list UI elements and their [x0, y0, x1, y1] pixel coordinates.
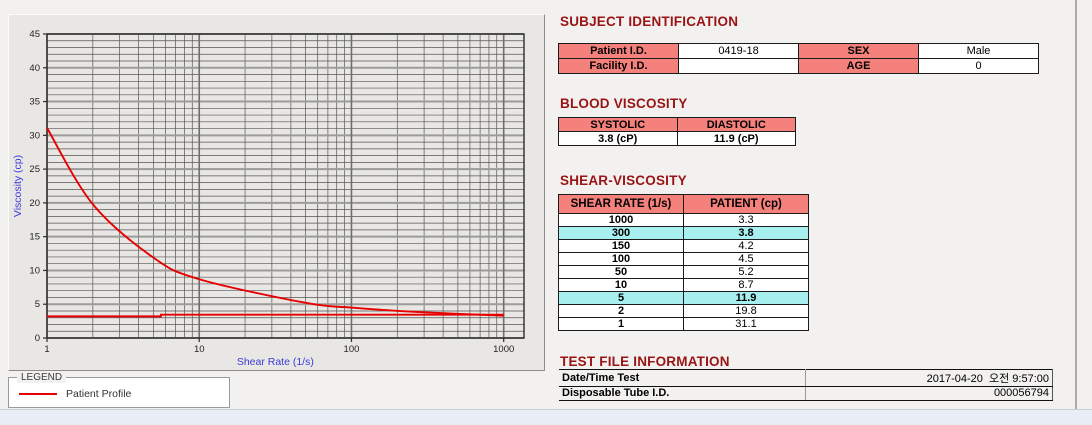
svg-text:Shear Rate (1/s): Shear Rate (1/s)	[237, 356, 314, 368]
value-cell: 11.9 (cP)	[676, 131, 796, 146]
patient-viscosity-cell: 31.1	[683, 317, 809, 331]
svg-text:1000: 1000	[493, 344, 514, 355]
svg-text:100: 100	[344, 344, 360, 355]
field-value-cell	[678, 58, 799, 74]
patient-viscosity-cell: 3.8	[683, 226, 809, 240]
shear-rate-cell: 50	[558, 265, 684, 279]
svg-text:45: 45	[29, 29, 40, 40]
field-label-cell: Disposable Tube I.D.	[559, 386, 807, 401]
shear-viscosity-title: SHEAR-VISCOSITY	[560, 173, 687, 188]
svg-text:30: 30	[29, 130, 40, 141]
test-file-information-title: TEST FILE INFORMATION	[560, 354, 730, 369]
svg-text:1: 1	[44, 344, 49, 355]
field-label-cell: Patient I.D.	[558, 43, 679, 59]
field-value-cell: 0	[918, 58, 1039, 74]
shear-rate-cell: 100	[558, 252, 684, 266]
field-label-cell: Facility I.D.	[558, 58, 679, 74]
subject-row: Patient I.D. 0419-18 SEX Male	[558, 43, 1039, 59]
testfile-row: Date/Time Test 2017-04-20 오전 9:57:00	[559, 369, 1053, 387]
subject-identification-table: Patient I.D. 0419-18 SEX Male Facility I.D. A…	[558, 43, 1039, 74]
patient-viscosity-cell: 3.3	[683, 213, 809, 227]
shear-rate-cell: 5	[558, 291, 684, 305]
shear-row: 10 8.7	[558, 278, 809, 292]
shear-rate-cell: 300	[558, 226, 684, 240]
patient-viscosity-cell: 4.2	[683, 239, 809, 253]
shear-rate-cell: 2	[558, 304, 684, 318]
test-file-information-table: Date/Time Test 2017-04-20 오전 9:57:00 Dispo…	[559, 369, 1053, 401]
field-label-cell: AGE	[798, 58, 919, 74]
svg-text:15: 15	[29, 232, 40, 243]
shear-row: 2 19.8	[558, 304, 809, 318]
field-value-cell: 0419-18	[678, 43, 799, 59]
patient-viscosity-cell: 11.9	[683, 291, 809, 305]
field-label-cell: Date/Time Test	[559, 369, 807, 387]
svg-text:25: 25	[29, 164, 40, 175]
patient-profile-line-swatch	[19, 393, 57, 395]
shear-row: 1000 3.3	[558, 213, 809, 227]
column-header-cell: SHEAR RATE (1/s)	[558, 194, 684, 214]
shear-row: 300 3.8	[558, 226, 809, 240]
patient-viscosity-cell: 4.5	[683, 252, 809, 266]
testfile-row: Disposable Tube I.D. 000056794	[559, 386, 1053, 401]
svg-text:5: 5	[35, 299, 40, 310]
column-header-cell: PATIENT (cp)	[683, 194, 809, 214]
field-value-cell: Male	[918, 43, 1039, 59]
shear-viscosity-table: SHEAR RATE (1/s) PATIENT (cp) 1000 3.3 300 3.…	[558, 194, 809, 331]
legend-entry: Patient Profile	[19, 388, 131, 400]
svg-text:10: 10	[29, 265, 40, 276]
viscosity-chart-panel: 0 5 10 15 20 25 30 35 40 45 1 10 100 1000 Shear Rate (…	[8, 14, 545, 371]
blood-value-row: 3.8 (cP) 11.9 (cP)	[558, 131, 796, 146]
field-value-cell: 2017-04-20 오전 9:57:00	[805, 369, 1053, 387]
blood-viscosity-title: BLOOD VISCOSITY	[560, 96, 688, 111]
patient-viscosity-cell: 5.2	[683, 265, 809, 279]
series-patient-flat-reference-line	[47, 313, 504, 318]
patient-viscosity-cell: 8.7	[683, 278, 809, 292]
column-header-cell: SYSTOLIC	[558, 117, 678, 132]
legend-series-label: Patient Profile	[66, 388, 132, 400]
patient-viscosity-cell: 19.8	[683, 304, 809, 318]
subject-row: Facility I.D. AGE 0	[558, 58, 1039, 74]
shear-row: 50 5.2	[558, 265, 809, 279]
subject-identification-title: SUBJECT IDENTIFICATION	[560, 14, 739, 29]
shear-rate-cell: 150	[558, 239, 684, 253]
shear-row: 150 4.2	[558, 239, 809, 253]
shear-rate-cell: 1	[558, 317, 684, 331]
legend-title: LEGEND	[17, 372, 67, 383]
column-header-cell: DIASTOLIC	[676, 117, 796, 132]
svg-text:20: 20	[29, 198, 40, 209]
shear-header-row: SHEAR RATE (1/s) PATIENT (cp)	[558, 194, 809, 214]
shear-row: 5 11.9	[558, 291, 809, 305]
bottom-strip	[0, 409, 1092, 425]
shear-row: 100 4.5	[558, 252, 809, 266]
svg-text:10: 10	[194, 344, 205, 355]
shear-viscosity-chart: 0 5 10 15 20 25 30 35 40 45 1 10 100 1000 Shear Rate (…	[12, 29, 525, 368]
legend-groupbox: LEGEND Patient Profile	[8, 372, 230, 408]
shear-row: 1 31.1	[558, 317, 809, 331]
shear-rate-cell: 1000	[558, 213, 684, 227]
series-patient-profile	[46, 127, 504, 317]
shear-rate-cell: 10	[558, 278, 684, 292]
field-label-cell: SEX	[798, 43, 919, 59]
field-value-cell: 000056794	[805, 386, 1053, 401]
blood-header-row: SYSTOLIC DIASTOLIC	[558, 117, 796, 132]
blood-viscosity-table: SYSTOLIC DIASTOLIC 3.8 (cP) 11.9 (cP)	[558, 117, 796, 146]
value-cell: 3.8 (cP)	[558, 131, 678, 146]
svg-text:0: 0	[35, 333, 40, 344]
svg-text:40: 40	[29, 63, 40, 74]
svg-text:35: 35	[29, 97, 40, 108]
svg-text:Viscosity (cp): Viscosity (cp)	[12, 155, 24, 217]
right-divider-line	[1075, 0, 1077, 409]
